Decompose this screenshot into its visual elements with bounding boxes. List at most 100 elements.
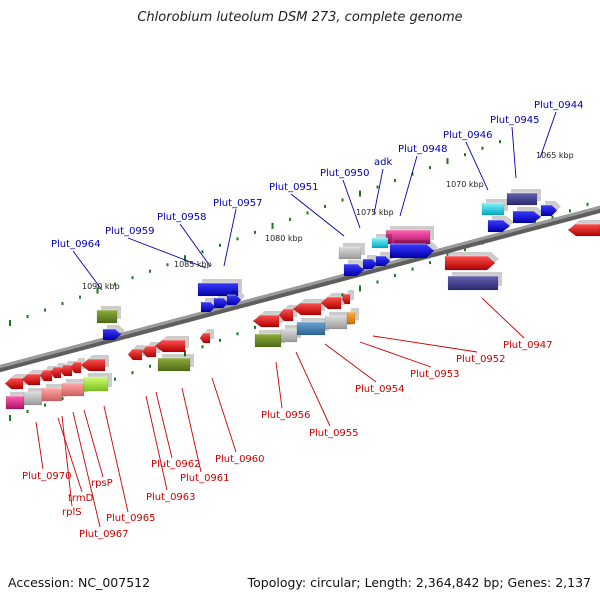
gene-plut-0965[interactable] bbox=[80, 355, 109, 372]
top-gene-label[interactable]: Plut_0951 bbox=[269, 182, 319, 193]
bottom-callout-line bbox=[324, 343, 377, 383]
gene-plut-0944[interactable] bbox=[512, 207, 545, 224]
gene-plut-0956[interactable] bbox=[252, 311, 283, 328]
gene-plut-0955[interactable] bbox=[292, 299, 325, 316]
gene-red-a[interactable] bbox=[278, 305, 297, 322]
top-gene-label[interactable]: Plut_0948 bbox=[398, 144, 448, 155]
gene-plut-0961b[interactable] bbox=[157, 354, 194, 372]
genome-backbone bbox=[0, 205, 600, 373]
gene-plut-0946b[interactable] bbox=[487, 216, 514, 233]
gene-plut-0950[interactable] bbox=[338, 243, 365, 260]
gene-plut-0952[interactable] bbox=[346, 308, 359, 325]
bottom-gene-label[interactable]: rpsP bbox=[91, 478, 113, 489]
scale-label: 1075 kbp bbox=[356, 208, 394, 217]
bottom-callout-line bbox=[211, 377, 237, 453]
bottom-callout-line bbox=[83, 409, 104, 478]
top-callout-line bbox=[373, 168, 384, 215]
gene-rpsp[interactable] bbox=[83, 373, 112, 392]
bottom-gene-label[interactable]: Plut_0962 bbox=[151, 459, 201, 470]
gene-plut-0964[interactable] bbox=[96, 306, 121, 324]
bottom-callout-line bbox=[275, 361, 283, 409]
backbone-highlight bbox=[0, 205, 600, 369]
label-layer: 1065 kbp 1070 kbp 1075 kbp 1080 kbp 1085 kbp… bbox=[22, 100, 584, 540]
bottom-gene-label[interactable]: Plut_0970 bbox=[22, 471, 72, 482]
genome-title: Chlorobium luteolum DSM 273, complete ge… bbox=[137, 10, 463, 25]
gene-red-f[interactable] bbox=[70, 358, 85, 374]
bottom-gene-label[interactable]: Plut_0954 bbox=[355, 384, 405, 395]
bottom-gene-label[interactable]: Plut_0967 bbox=[79, 529, 129, 540]
top-callout-line bbox=[511, 126, 517, 179]
gene-red-c[interactable] bbox=[39, 366, 56, 382]
gene-plut-0960[interactable] bbox=[199, 329, 214, 344]
gene-plut-0959[interactable] bbox=[226, 291, 245, 306]
bottom-callout-line bbox=[295, 351, 331, 427]
gene-plut-0970[interactable] bbox=[4, 374, 27, 390]
top-gene-label[interactable]: Plut_0959 bbox=[105, 226, 155, 237]
gene-red-right[interactable] bbox=[567, 220, 600, 237]
gene-rpls[interactable] bbox=[41, 384, 66, 402]
gene-plut-0961[interactable] bbox=[154, 336, 189, 353]
gene-plut-0954[interactable] bbox=[320, 293, 345, 310]
bottom-callout-line bbox=[61, 415, 73, 507]
gene-trmd[interactable] bbox=[61, 379, 88, 397]
top-gene-label[interactable]: Plut_0944 bbox=[534, 100, 584, 111]
top-callout-line bbox=[399, 155, 418, 217]
gene-features bbox=[4, 189, 600, 410]
top-gene-label[interactable]: Plut_0957 bbox=[213, 198, 263, 209]
scale-label: 1070 kbp bbox=[446, 180, 484, 189]
top-callout-line bbox=[72, 250, 103, 291]
backbone-shadow bbox=[0, 205, 600, 373]
bottom-callout-line bbox=[145, 395, 168, 491]
bottom-gene-label[interactable]: Plut_0963 bbox=[146, 492, 196, 503]
bottom-callout-line bbox=[155, 391, 173, 459]
top-gene-label[interactable]: adk bbox=[374, 157, 392, 168]
top-gene-label[interactable]: Plut_0964 bbox=[51, 239, 101, 250]
bottom-gene-label[interactable]: Plut_0953 bbox=[410, 369, 460, 380]
gene-gray-b[interactable] bbox=[23, 388, 46, 406]
bottom-gene-label[interactable]: Plut_0956 bbox=[261, 410, 311, 421]
bottom-gene-label[interactable]: Plut_0961 bbox=[180, 473, 230, 484]
gene-adk[interactable] bbox=[371, 234, 392, 249]
top-callout-line bbox=[465, 141, 489, 191]
gene-callouts bbox=[35, 111, 557, 528]
scale-label: 1090 kbp bbox=[82, 282, 120, 291]
top-gene-label[interactable]: Plut_0950 bbox=[320, 168, 370, 179]
top-callout-line bbox=[290, 193, 345, 237]
scale-label: 1085 kbp bbox=[174, 260, 212, 269]
gene-red-tiny[interactable] bbox=[341, 290, 354, 305]
gene-plut-0951b[interactable] bbox=[375, 252, 394, 267]
bottom-gene-label[interactable]: Plut_0955 bbox=[309, 428, 359, 439]
top-callout-line bbox=[539, 111, 557, 159]
accession-label: Accession: NC_007512 bbox=[8, 575, 151, 590]
scale-label: 1065 kbp bbox=[536, 151, 574, 160]
gene-plut-0956b[interactable] bbox=[254, 330, 285, 348]
bottom-gene-label[interactable]: Plut_0960 bbox=[215, 454, 265, 465]
bottom-callout-line bbox=[181, 387, 202, 473]
bottom-callout-line bbox=[359, 341, 432, 368]
bottom-gene-label[interactable]: trmD bbox=[68, 493, 94, 504]
bottom-gene-label[interactable]: Plut_0965 bbox=[106, 513, 156, 524]
gene-plut-0947b[interactable] bbox=[447, 272, 502, 291]
gene-plut-0964b[interactable] bbox=[102, 325, 125, 341]
gene-plut-0955b[interactable] bbox=[296, 318, 329, 336]
bottom-callout-line bbox=[72, 411, 101, 528]
gene-plut-0948b[interactable] bbox=[389, 240, 438, 259]
top-gene-label[interactable]: Plut_0946 bbox=[443, 130, 493, 141]
gene-plut-0957[interactable] bbox=[197, 279, 242, 297]
gene-plut-0962[interactable] bbox=[141, 342, 160, 358]
gene-plut-0953[interactable] bbox=[324, 312, 351, 330]
gene-magenta-left[interactable] bbox=[5, 392, 28, 410]
bottom-callout-line bbox=[481, 297, 525, 339]
gene-plut-0946[interactable] bbox=[481, 199, 508, 216]
bottom-gene-label[interactable]: Plut_0952 bbox=[456, 354, 506, 365]
top-gene-label[interactable]: Plut_0945 bbox=[490, 115, 540, 126]
gene-plut-0947[interactable] bbox=[444, 252, 499, 271]
gene-plut-0945[interactable] bbox=[506, 189, 541, 206]
top-gene-label[interactable]: Plut_0958 bbox=[157, 212, 207, 223]
bottom-gene-label[interactable]: Plut_0947 bbox=[503, 340, 553, 351]
bottom-gene-label[interactable]: rplS bbox=[62, 507, 82, 518]
gene-plut-0963[interactable] bbox=[127, 345, 146, 361]
gene-red-b[interactable] bbox=[21, 370, 44, 386]
gene-blue-small[interactable] bbox=[540, 201, 561, 217]
